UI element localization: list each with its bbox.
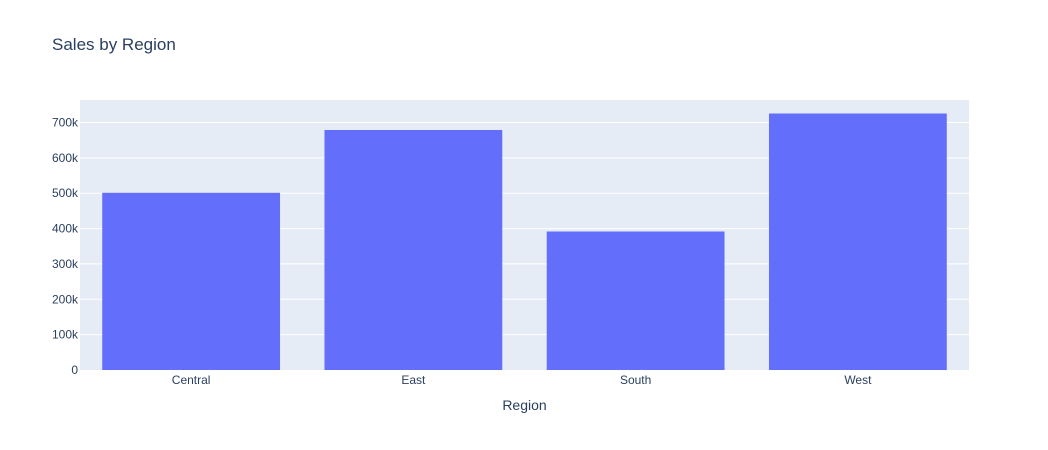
bar-west (768, 113, 947, 370)
bars (102, 113, 947, 370)
y-tick-label: 500k (52, 186, 79, 200)
bar-central (102, 192, 281, 370)
bar-east (324, 130, 503, 370)
x-tick-label: South (620, 373, 651, 387)
x-tick-label: West (844, 373, 872, 387)
y-tick-label: 300k (52, 257, 79, 271)
y-tick-label: 400k (52, 222, 79, 236)
x-axis-ticks: Central East South West (172, 373, 872, 387)
y-axis-ticks: 0 100k 200k 300k 400k 500k 600k 700k (52, 116, 79, 377)
bar-south (546, 231, 725, 370)
y-tick-label: 0 (71, 363, 78, 377)
x-tick-label: East (401, 373, 426, 387)
y-tick-label: 700k (52, 116, 79, 130)
y-tick-label: 200k (52, 292, 79, 306)
x-axis-title: Region (502, 397, 546, 413)
chart-title: Sales by Region (52, 35, 176, 54)
y-tick-label: 100k (52, 328, 79, 342)
x-tick-label: Central (172, 373, 211, 387)
y-tick-label: 600k (52, 151, 79, 165)
